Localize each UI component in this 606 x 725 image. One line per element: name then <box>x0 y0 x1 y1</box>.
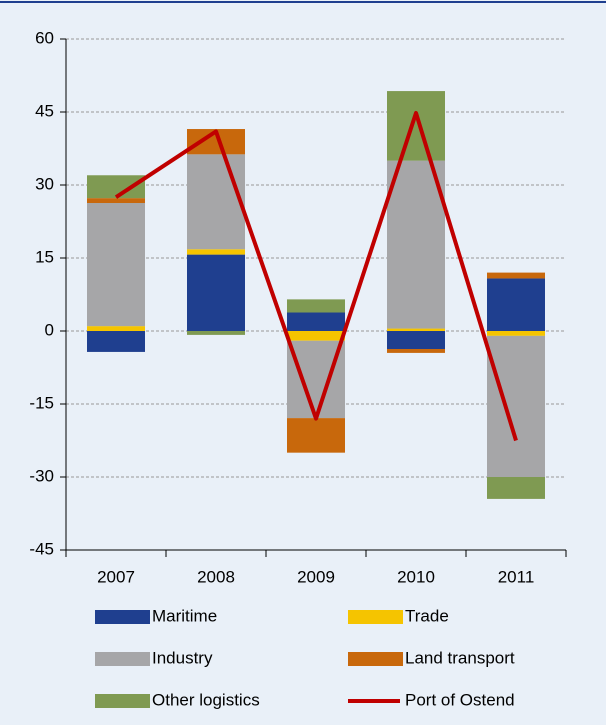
bar-segment <box>487 278 545 331</box>
bar-segment <box>287 331 345 341</box>
bar-segment <box>487 331 545 336</box>
bar-segment <box>387 160 445 329</box>
y-tick-label: 15 <box>35 247 54 266</box>
bar-segment <box>487 335 545 477</box>
legend-swatch <box>95 610 150 624</box>
legend-swatch <box>95 652 150 666</box>
bar-segment <box>187 331 245 335</box>
bar-segment <box>87 326 145 331</box>
x-tick-label: 2010 <box>397 567 435 586</box>
legend-label: Other logistics <box>152 690 260 709</box>
bar-segment <box>287 312 345 331</box>
legend-label: Maritime <box>152 606 217 625</box>
y-tick-label: 45 <box>35 101 54 120</box>
line <box>114 110 518 442</box>
bar-segment <box>87 198 145 204</box>
y-tick-label: -30 <box>29 466 54 485</box>
bar-segment <box>187 254 245 331</box>
x-tick-label: 2009 <box>297 567 335 586</box>
bar-segment <box>387 331 445 350</box>
bar-segment <box>87 331 145 352</box>
y-tick-label: 30 <box>35 174 54 193</box>
legend-swatch <box>348 652 403 666</box>
bar-segment <box>187 249 245 255</box>
legend-swatch <box>348 610 403 624</box>
bar-segment <box>87 175 145 199</box>
y-tick-label: 60 <box>35 28 54 47</box>
x-tick-label: 2007 <box>97 567 135 586</box>
y-tick-label: -45 <box>29 539 54 558</box>
x-tick-label: 2008 <box>197 567 235 586</box>
x-tick-label: 2011 <box>498 567 535 586</box>
bar-segment <box>287 418 345 453</box>
legend-label: Port of Ostend <box>405 690 515 709</box>
y-tick-label: -15 <box>29 393 54 412</box>
bar-segment <box>387 91 445 161</box>
bar-segment <box>487 477 545 499</box>
legend-label: Land transport <box>405 648 515 667</box>
bar-segment <box>387 349 445 353</box>
bar-segment <box>387 328 445 331</box>
bar-segment <box>87 203 145 327</box>
legend-label: Trade <box>405 606 449 625</box>
bar-segment <box>487 272 545 279</box>
bar-segment <box>187 154 245 250</box>
legend-label: Industry <box>152 648 213 667</box>
legend-swatch <box>95 694 150 708</box>
bar-segment <box>287 299 345 313</box>
y-tick-label: 0 <box>45 320 54 339</box>
